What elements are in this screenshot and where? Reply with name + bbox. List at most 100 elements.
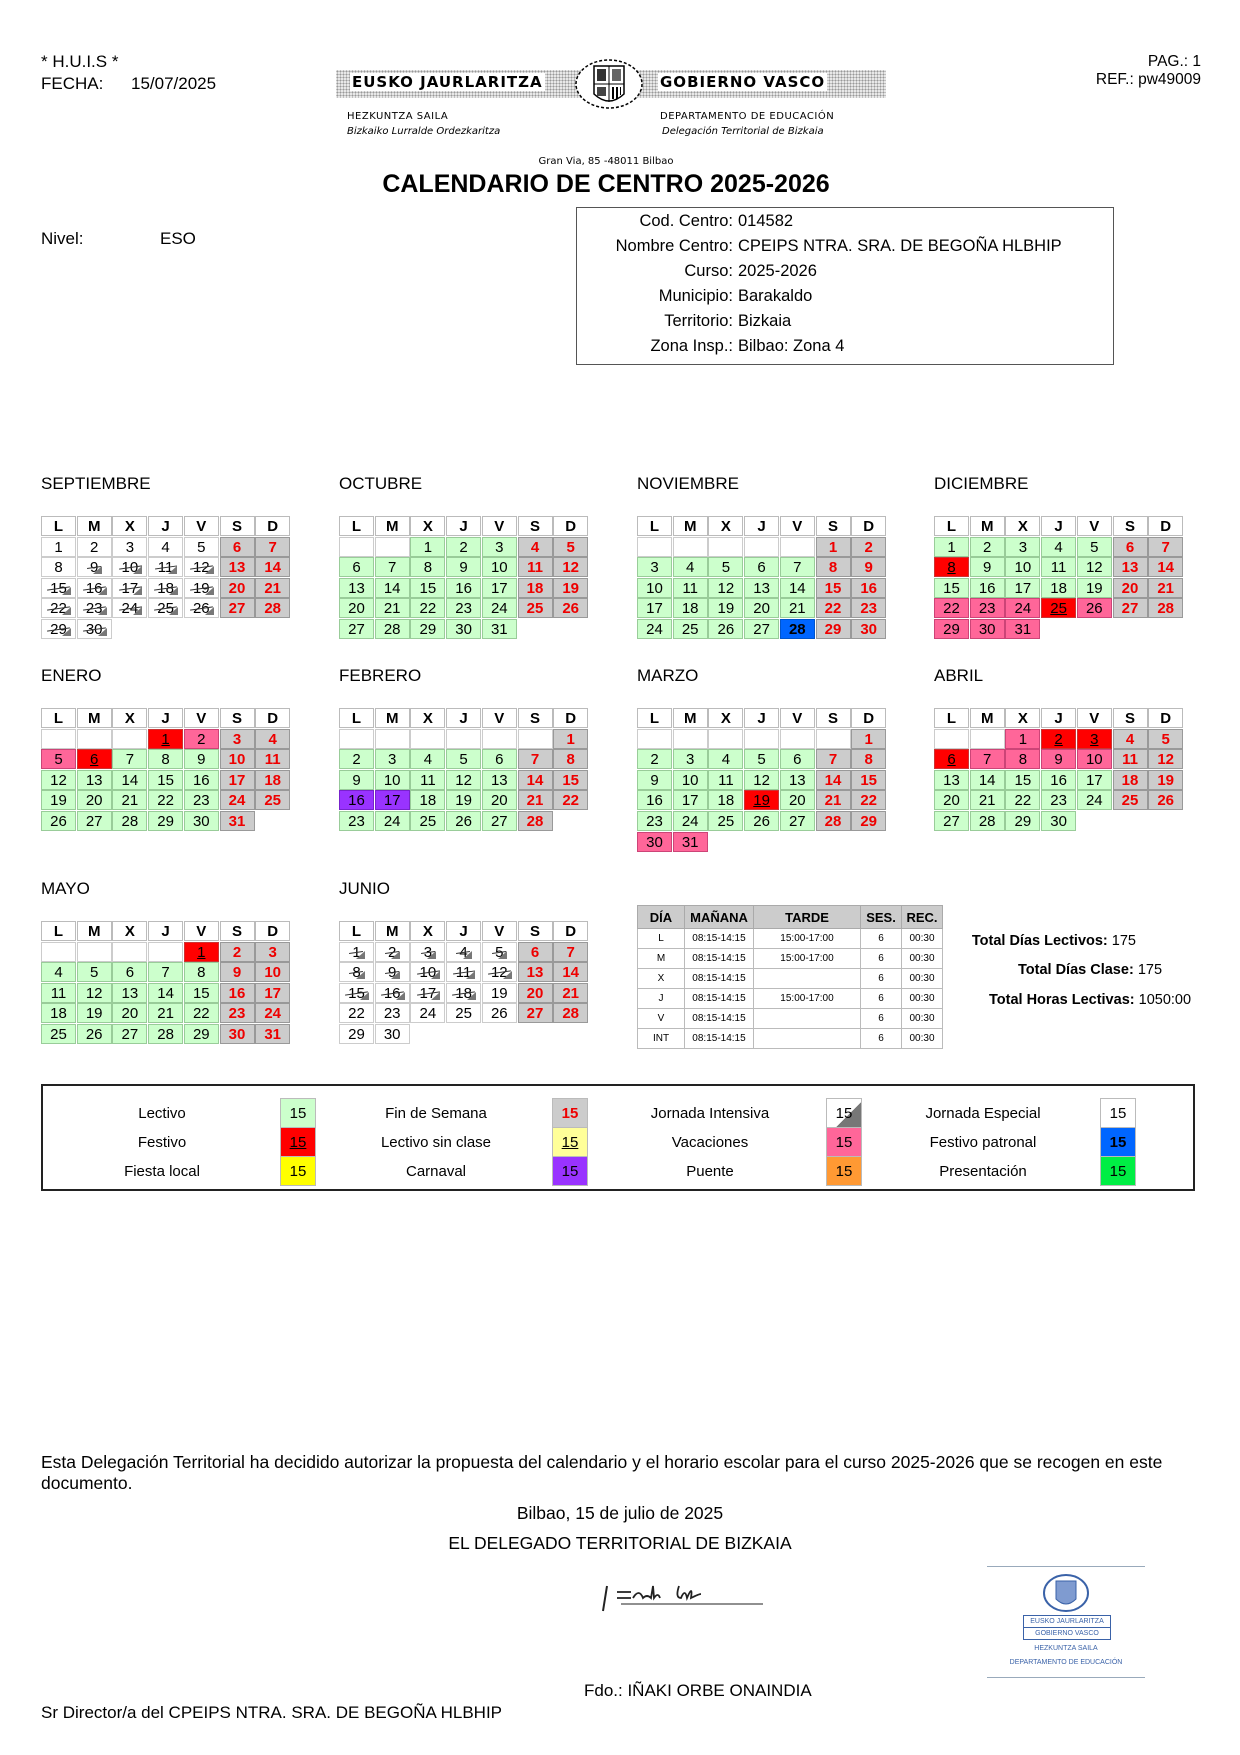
day-number: 2 — [459, 538, 468, 556]
day-number: 23 — [646, 813, 663, 830]
day-number: 11 — [157, 559, 177, 577]
day-cell: 24 — [481, 598, 517, 619]
schedule-cell: 6 — [860, 1008, 902, 1029]
day-number: 15 — [50, 579, 71, 597]
day-number: 14 — [264, 559, 282, 577]
schedule-cell: 15:00-17:00 — [753, 928, 861, 949]
day-cell: 12 — [76, 982, 112, 1003]
day-cell: 4 — [446, 941, 482, 962]
day-number: 12 — [1085, 559, 1103, 577]
day-cell: 6 — [744, 557, 780, 578]
weekday-header: S — [517, 921, 553, 941]
day-cell: 5 — [553, 536, 589, 557]
day-cell: 25 — [446, 1003, 482, 1024]
day-cell: 1 — [851, 728, 887, 749]
weekday-header: M — [76, 708, 112, 728]
day-number: 13 — [228, 559, 246, 577]
day-cell: 21 — [969, 790, 1005, 811]
schedule-row: J 08:15-14:15 15:00-17:00 6 00:30 — [637, 988, 943, 1009]
day-cell: 10 — [410, 962, 446, 983]
day-number: 26 — [490, 1005, 508, 1023]
day-cell: 25 — [148, 598, 184, 619]
info-value: CPEIPS NTRA. SRA. DE BEGOÑA HLBHIP — [738, 237, 1062, 255]
day-number: 5 — [566, 538, 575, 556]
day-number: 27 — [943, 813, 960, 830]
empty-day-cell — [744, 728, 780, 749]
schedule-cell: V — [637, 1008, 685, 1029]
day-cell: 14 — [255, 557, 291, 578]
day-number: 29 — [860, 813, 878, 830]
day-cell: 20 — [744, 598, 780, 619]
day-cell: 10 — [255, 962, 291, 983]
day-cell: 15 — [148, 769, 184, 790]
day-number: 22 — [348, 1005, 365, 1023]
day-number: 11 — [264, 751, 281, 769]
page-number: PAG.: 1 — [1147, 53, 1201, 70]
day-cell: 13 — [1112, 557, 1148, 578]
page-title: CALENDARIO DE CENTRO 2025-2026 — [382, 170, 830, 198]
day-cell: 18 — [1041, 577, 1077, 598]
day-cell: 29 — [41, 619, 76, 639]
day-cell: 7 — [112, 749, 148, 770]
day-cell: 12 — [446, 769, 482, 790]
day-number: 21 — [383, 600, 401, 618]
day-number: 25 — [1050, 600, 1067, 618]
day-number: 26 — [455, 813, 472, 830]
day-number: 1 — [352, 943, 366, 961]
day-number: 11 — [420, 771, 436, 789]
empty-day-cell — [815, 728, 851, 749]
schedule-cell: INT — [637, 1028, 685, 1049]
day-cell: 5 — [744, 749, 780, 770]
weekday-header: V — [481, 516, 517, 536]
day-cell: 18 — [517, 577, 553, 598]
day-number: 12 — [50, 771, 67, 789]
nivel-label: Nivel: — [41, 229, 84, 248]
day-cell: 9 — [446, 557, 482, 578]
day-number: 27 — [121, 1026, 139, 1043]
schedule-cell — [753, 1028, 861, 1049]
day-number: 29 — [943, 621, 960, 638]
day-cell: 21 — [1148, 577, 1184, 598]
day-cell: 14 — [374, 577, 410, 598]
day-cell: 11 — [148, 557, 184, 578]
day-number: 15 — [157, 771, 174, 789]
day-cell: 5 — [1148, 728, 1184, 749]
day-cell: 10 — [112, 557, 148, 578]
day-number: 29 — [348, 1026, 365, 1043]
basque-coat-of-arms-icon — [575, 59, 643, 109]
day-number: 15 — [562, 771, 580, 789]
day-cell: 30 — [969, 619, 1005, 639]
day-cell: 10 — [637, 577, 672, 598]
day-number: 13 — [526, 964, 544, 982]
day-cell: 23 — [183, 790, 219, 811]
stamp-text: HEZKUNTZA SAILA — [1034, 1645, 1098, 1652]
day-cell: 27 — [779, 811, 815, 831]
day-cell: 6 — [517, 941, 553, 962]
schedule-cell: 6 — [860, 988, 902, 1009]
day-number: 5 — [1161, 730, 1170, 748]
day-cell: 11 — [708, 769, 744, 790]
day-number: 3 — [388, 751, 397, 769]
legend-swatch: 15 — [1100, 1156, 1136, 1186]
day-cell: 29 — [148, 811, 184, 831]
day-number: 21 — [157, 1005, 174, 1023]
day-number: 20 — [228, 579, 246, 597]
day-cell: 1 — [410, 536, 446, 557]
day-number: 9 — [90, 559, 103, 577]
weekday-header: M — [374, 516, 410, 536]
day-number: 18 — [419, 792, 437, 810]
day-cell: 6 — [779, 749, 815, 770]
schedule-cell: 08:15-14:15 — [684, 948, 754, 969]
day-number: 26 — [717, 621, 735, 638]
schedule-cell: L — [637, 928, 685, 949]
day-cell: 31 — [481, 619, 517, 639]
day-cell: 3 — [637, 557, 672, 578]
info-label: Nombre Centro: — [615, 237, 733, 255]
schedule-cell: 15:00-17:00 — [753, 948, 861, 969]
day-number: 25 — [717, 813, 735, 830]
day-cell: 15 — [339, 982, 374, 1003]
day-cell: 9 — [637, 769, 672, 790]
weekday-header: S — [219, 516, 255, 536]
stamp-text: GOBIERNO VASCO — [1024, 1627, 1110, 1639]
day-cell: 4 — [410, 749, 446, 770]
